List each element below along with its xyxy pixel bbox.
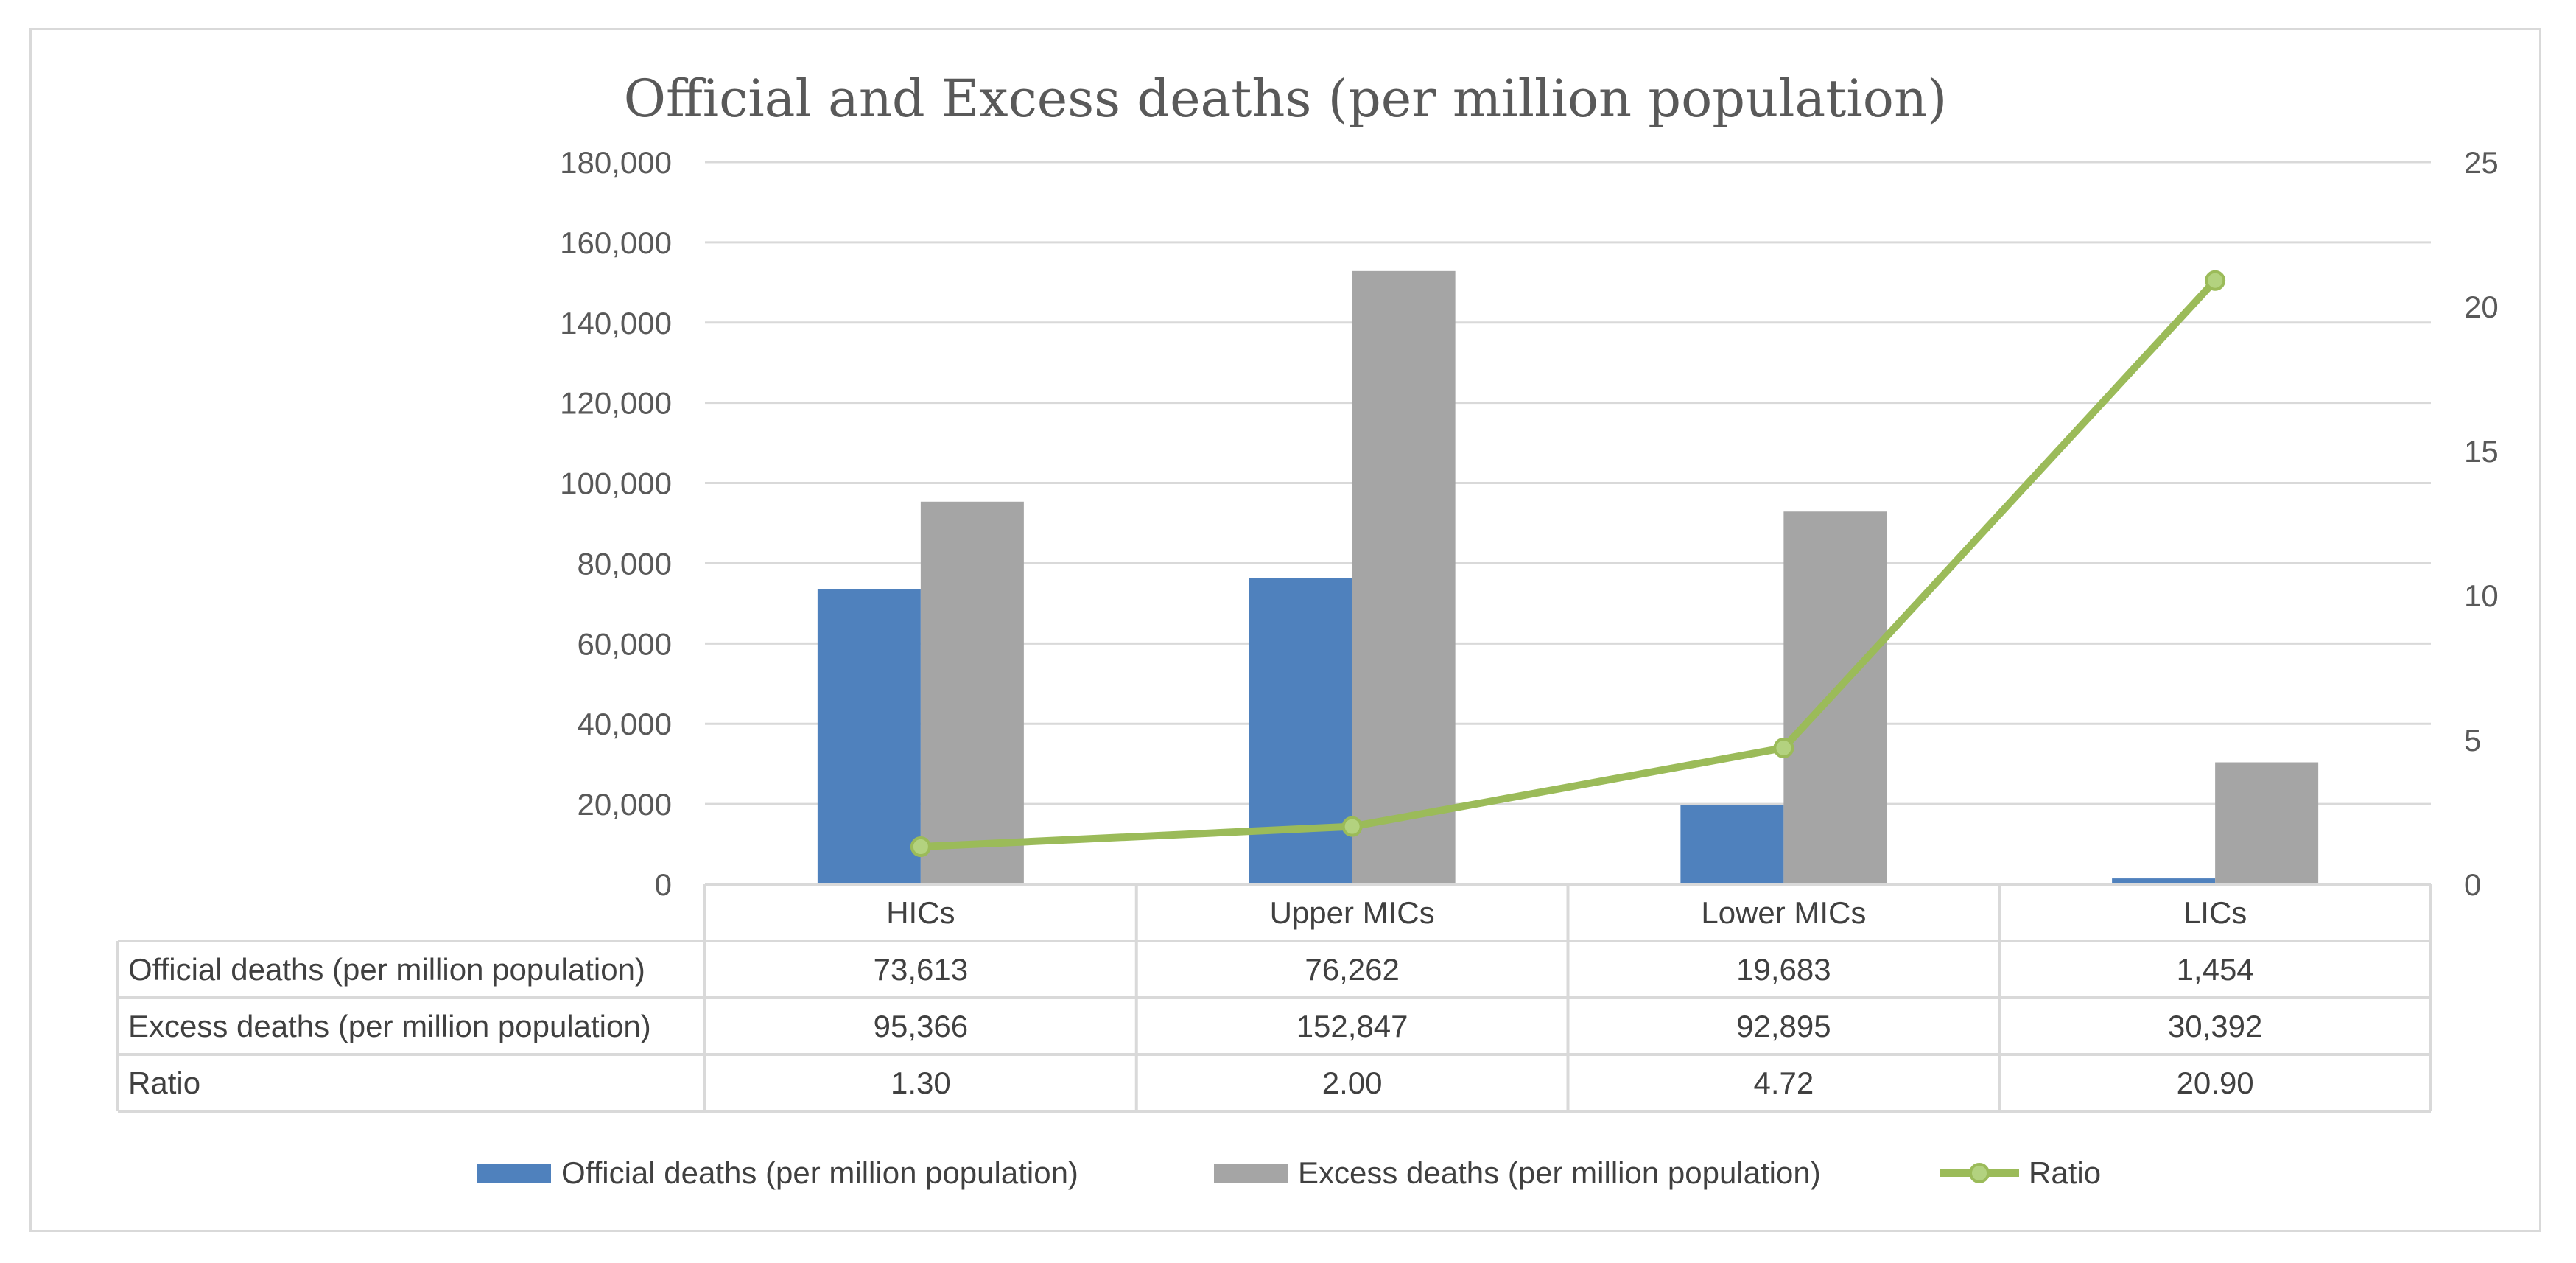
y-tick-label: 80,000 xyxy=(578,546,672,581)
bar xyxy=(2112,878,2216,884)
y2-tick-label: 0 xyxy=(2464,867,2481,902)
y-tick-label: 20,000 xyxy=(578,787,672,822)
category-label: Upper MICs xyxy=(1270,895,1435,930)
category-label: HICs xyxy=(886,895,955,930)
ratio-line xyxy=(916,276,2219,851)
y2-tick-label: 25 xyxy=(2464,145,2499,180)
y-tick-label: 120,000 xyxy=(560,386,672,421)
y2-tick-label: 10 xyxy=(2464,578,2499,613)
y-tick-label: 0 xyxy=(655,867,672,902)
bar xyxy=(2215,762,2319,884)
y2-tick-label: 5 xyxy=(2464,723,2481,758)
chart-title: Official and Excess deaths (per million … xyxy=(624,69,1948,129)
bar xyxy=(1680,805,1784,884)
y-tick-label: 140,000 xyxy=(560,306,672,340)
table-row-label: Official deaths (per million population) xyxy=(128,952,645,987)
bar xyxy=(1783,511,1887,884)
legend: Official deaths (per million population)… xyxy=(477,1155,2101,1190)
table-cell: 73,613 xyxy=(874,952,968,987)
bar xyxy=(920,501,1024,884)
bar xyxy=(817,589,921,884)
y2-tick-label: 20 xyxy=(2464,290,2499,324)
table-row-label: Excess deaths (per million population) xyxy=(128,1009,651,1043)
ratio-marker xyxy=(1341,816,1363,837)
table-row-label: Ratio xyxy=(128,1066,200,1100)
ratio-line-group xyxy=(910,270,2226,858)
table-cell: 92,895 xyxy=(1736,1009,1831,1043)
bar xyxy=(1352,270,1456,884)
category-label: Lower MICs xyxy=(1701,895,1866,930)
ratio-marker xyxy=(910,836,931,858)
legend-label: Ratio xyxy=(2029,1155,2101,1190)
table-cell: 2.00 xyxy=(1322,1066,1383,1100)
legend-label: Excess deaths (per million population) xyxy=(1298,1155,1821,1190)
y-tick-label: 100,000 xyxy=(560,466,672,501)
ratio-marker xyxy=(2205,270,2226,291)
table-cell: 1.30 xyxy=(891,1066,951,1100)
table-cell: 20.90 xyxy=(2177,1066,2254,1100)
y-tick-label: 160,000 xyxy=(560,225,672,260)
table-cell: 19,683 xyxy=(1736,952,1831,987)
table-cell: 1,454 xyxy=(2177,952,2254,987)
table-cell: 30,392 xyxy=(2168,1009,2262,1043)
legend-swatch-marker xyxy=(1969,1163,1990,1183)
y-tick-label: 40,000 xyxy=(578,707,672,741)
axes: 0 20,000 40,000 60,000 80,000 100,000 120,000 1… xyxy=(560,145,2499,902)
legend-swatch xyxy=(1214,1164,1288,1183)
table-cell: 4.72 xyxy=(1754,1066,1814,1100)
y2-tick-label: 15 xyxy=(2464,434,2499,469)
category-label: LICs xyxy=(2183,895,2247,930)
y-tick-label: 180,000 xyxy=(560,145,672,180)
ratio-marker xyxy=(1773,737,1794,758)
y-tick-label: 60,000 xyxy=(578,626,672,661)
bar xyxy=(1249,578,1352,884)
table-cell: 152,847 xyxy=(1296,1009,1408,1043)
legend-label: Official deaths (per million population) xyxy=(561,1155,1078,1190)
legend-swatch xyxy=(477,1164,551,1183)
table-cell: 95,366 xyxy=(874,1009,968,1043)
bars xyxy=(817,270,2319,884)
data-table: HICs Upper MICs Lower MICs LICs Official dea… xyxy=(116,883,2432,1113)
table-cell: 76,262 xyxy=(1305,952,1399,987)
